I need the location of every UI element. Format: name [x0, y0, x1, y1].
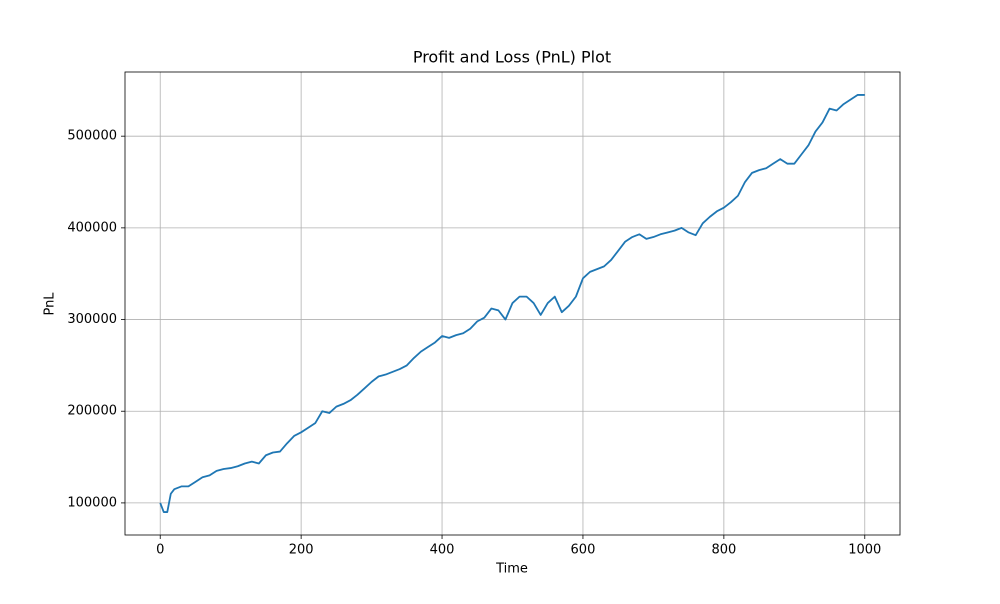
x-tick-label: 200 [289, 543, 314, 558]
x-tick-label: 800 [711, 543, 736, 558]
x-tick-label: 1000 [848, 543, 881, 558]
x-axis-label: Time [495, 562, 528, 577]
y-axis-label: PnL [43, 292, 58, 316]
y-tick-label: 100000 [67, 495, 117, 510]
data-line [159, 94, 865, 513]
x-tick-label: 600 [571, 543, 596, 558]
plot-frame [124, 71, 901, 536]
y-tick-label: 300000 [67, 312, 117, 327]
y-tick-label: 500000 [67, 129, 117, 144]
x-tick-label: 400 [430, 543, 455, 558]
y-tick-label: 200000 [67, 404, 117, 419]
chart-title: Profit and Loss (PnL) Plot [413, 48, 611, 67]
y-tick-label: 400000 [67, 220, 117, 235]
x-tick-label: 0 [156, 543, 164, 558]
